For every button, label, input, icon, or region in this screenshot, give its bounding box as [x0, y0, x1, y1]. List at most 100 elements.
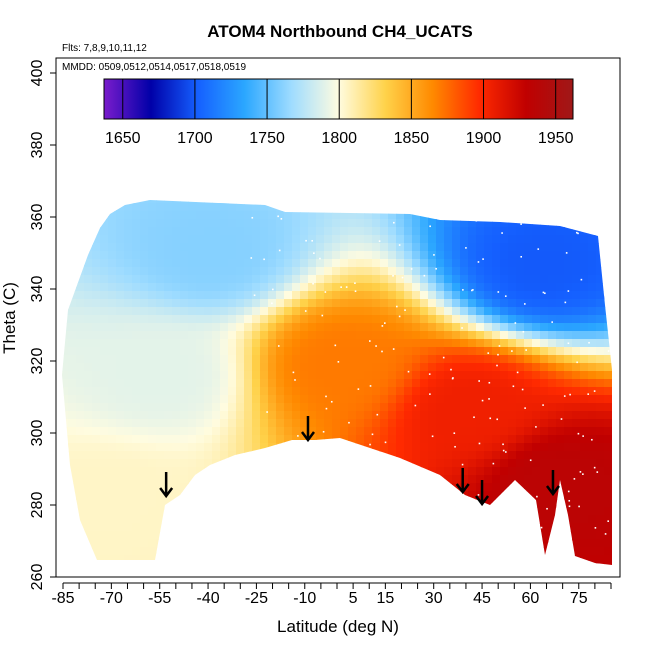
heat-cell: [236, 275, 245, 284]
heat-cell: [348, 411, 357, 420]
heat-cell: [364, 467, 373, 476]
heat-cell: [468, 339, 477, 348]
data-speck: [384, 501, 387, 503]
heat-cell: [308, 227, 317, 236]
heat-cell: [420, 203, 429, 212]
heat-cell: [300, 507, 309, 516]
heat-cell: [412, 435, 421, 444]
heat-cell: [572, 339, 581, 348]
heat-cell: [140, 331, 149, 340]
heat-cell: [244, 299, 253, 308]
heat-cell: [108, 331, 117, 340]
heat-cell: [348, 235, 357, 244]
heat-cell: [116, 251, 125, 260]
heat-cell: [492, 211, 501, 220]
heat-cell: [188, 347, 197, 356]
heat-cell: [100, 243, 109, 252]
heat-cell: [196, 531, 205, 540]
heat-cell: [524, 403, 533, 412]
heat-cell: [348, 491, 357, 500]
heat-cell: [132, 547, 141, 556]
heat-cell: [508, 203, 517, 212]
heat-cell: [196, 203, 205, 212]
heat-cell: [268, 243, 277, 252]
heat-cell: [172, 467, 181, 476]
heat-cell: [388, 475, 397, 484]
heat-cell: [180, 283, 189, 292]
heat-cell: [580, 539, 589, 548]
heat-cell: [580, 243, 589, 252]
heat-cell: [412, 499, 421, 508]
data-speck: [376, 413, 379, 416]
data-speck: [593, 466, 596, 469]
heat-cell: [380, 475, 389, 484]
heat-cell: [140, 419, 149, 428]
heat-cell: [452, 531, 461, 540]
heat-cell: [404, 379, 413, 388]
heat-cell: [220, 219, 229, 228]
heat-cell: [508, 411, 517, 420]
heat-cell: [564, 563, 573, 565]
heat-cell: [596, 243, 605, 252]
heat-cell: [132, 467, 141, 476]
heat-cell: [172, 443, 181, 452]
heat-cell: [588, 275, 597, 284]
heat-cell: [372, 515, 381, 524]
heat-cell: [452, 515, 461, 524]
heat-cell: [532, 227, 541, 236]
heat-cell: [84, 307, 93, 316]
heat-cell: [564, 435, 573, 444]
heat-cell: [348, 499, 357, 508]
data-speck: [554, 531, 556, 533]
heat-cell: [428, 315, 437, 324]
heat-cell: [92, 483, 101, 492]
heat-cell: [300, 435, 309, 444]
heat-cell: [252, 411, 261, 420]
heat-cell: [244, 331, 253, 340]
heat-cell: [332, 419, 341, 428]
heat-cell: [596, 483, 605, 492]
data-speck: [345, 286, 348, 288]
heat-cell: [204, 275, 213, 284]
heat-cell: [300, 371, 309, 380]
heat-cell: [132, 371, 141, 380]
heat-cell: [612, 259, 621, 268]
heat-cell: [140, 203, 149, 212]
heat-cell: [548, 251, 557, 260]
heat-cell: [332, 227, 341, 236]
heat-cell: [76, 283, 85, 292]
heat-cell: [476, 403, 485, 412]
heat-cell: [404, 403, 413, 412]
heat-cell: [276, 243, 285, 252]
heat-cell: [388, 339, 397, 348]
heat-cell: [492, 251, 501, 260]
heat-cell: [492, 339, 501, 348]
data-speck: [277, 345, 280, 347]
heat-cell: [532, 475, 541, 484]
heat-cell: [540, 539, 549, 548]
heat-cell: [356, 419, 365, 428]
heat-cell: [284, 259, 293, 268]
heat-cell: [516, 491, 525, 500]
heat-cell: [468, 459, 477, 468]
heat-cell: [116, 427, 125, 436]
heat-cell: [604, 499, 612, 508]
heat-cell: [556, 355, 565, 364]
heat-cell: [428, 475, 437, 484]
heat-cell: [540, 459, 549, 468]
heat-cell: [76, 475, 85, 484]
heat-cell: [308, 419, 317, 428]
heat-cell: [356, 339, 365, 348]
heat-cell: [548, 355, 557, 364]
heat-cell: [532, 339, 541, 348]
heat-cell: [604, 563, 612, 565]
heat-cell: [420, 539, 429, 548]
heat-cell: [76, 523, 85, 532]
heat-cell: [460, 275, 469, 284]
heat-cell: [62, 491, 69, 500]
heat-cell: [612, 507, 621, 516]
data-speck: [571, 226, 574, 229]
heat-cell: [260, 451, 269, 460]
heat-cell: [84, 427, 93, 436]
heat-cell: [204, 235, 213, 244]
